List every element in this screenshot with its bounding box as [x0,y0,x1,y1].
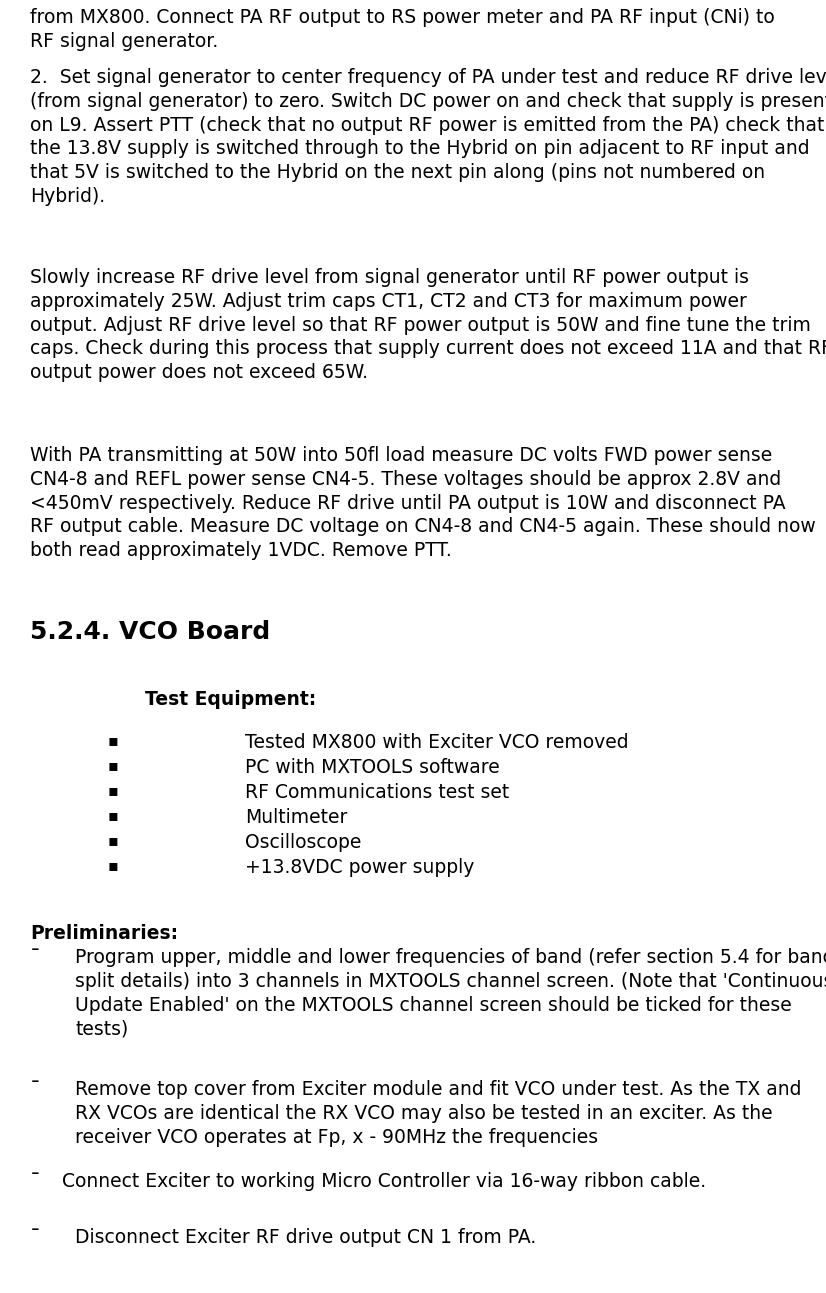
Text: Preliminaries:: Preliminaries: [30,924,178,943]
Text: Multimeter: Multimeter [245,808,348,828]
Text: ▪: ▪ [108,808,119,824]
Text: Connect Exciter to working Micro Controller via 16-way ribbon cable.: Connect Exciter to working Micro Control… [62,1171,706,1191]
Text: 2.  Set signal generator to center frequency of PA under test and reduce RF driv: 2. Set signal generator to center freque… [30,69,826,206]
Text: ▪: ▪ [108,859,119,873]
Text: ˉ: ˉ [30,1228,40,1248]
Text: Program upper, middle and lower frequencies of band (refer section 5.4 for band
: Program upper, middle and lower frequenc… [75,948,826,1038]
Text: ▪: ▪ [108,833,119,848]
Text: Tested MX800 with Exciter VCO removed: Tested MX800 with Exciter VCO removed [245,733,629,753]
Text: 5.2.4. VCO Board: 5.2.4. VCO Board [30,621,270,644]
Text: from MX800. Connect PA RF output to RS power meter and PA RF input (CNi) to
RF s: from MX800. Connect PA RF output to RS p… [30,8,775,50]
Text: ˉ: ˉ [30,1171,40,1192]
Text: Remove top cover from Exciter module and fit VCO under test. As the TX and
RX VC: Remove top cover from Exciter module and… [75,1080,801,1147]
Text: PC with MXTOOLS software: PC with MXTOOLS software [245,758,500,777]
Text: Disconnect Exciter RF drive output CN 1 from PA.: Disconnect Exciter RF drive output CN 1 … [75,1228,536,1246]
Text: ▪: ▪ [108,784,119,798]
Text: ▪: ▪ [108,733,119,747]
Text: +13.8VDC power supply: +13.8VDC power supply [245,859,474,877]
Text: RF Communications test set: RF Communications test set [245,784,510,802]
Text: ▪: ▪ [108,758,119,773]
Text: ˉ: ˉ [30,1080,40,1100]
Text: Test Equipment:: Test Equipment: [145,690,316,709]
Text: With PA transmitting at 50W into 50fl load measure DC volts FWD power sense
CN4-: With PA transmitting at 50W into 50fl lo… [30,446,816,560]
Text: Slowly increase RF drive level from signal generator until RF power output is
ap: Slowly increase RF drive level from sign… [30,268,826,383]
Text: Oscilloscope: Oscilloscope [245,833,362,852]
Text: ˉ: ˉ [30,948,40,968]
